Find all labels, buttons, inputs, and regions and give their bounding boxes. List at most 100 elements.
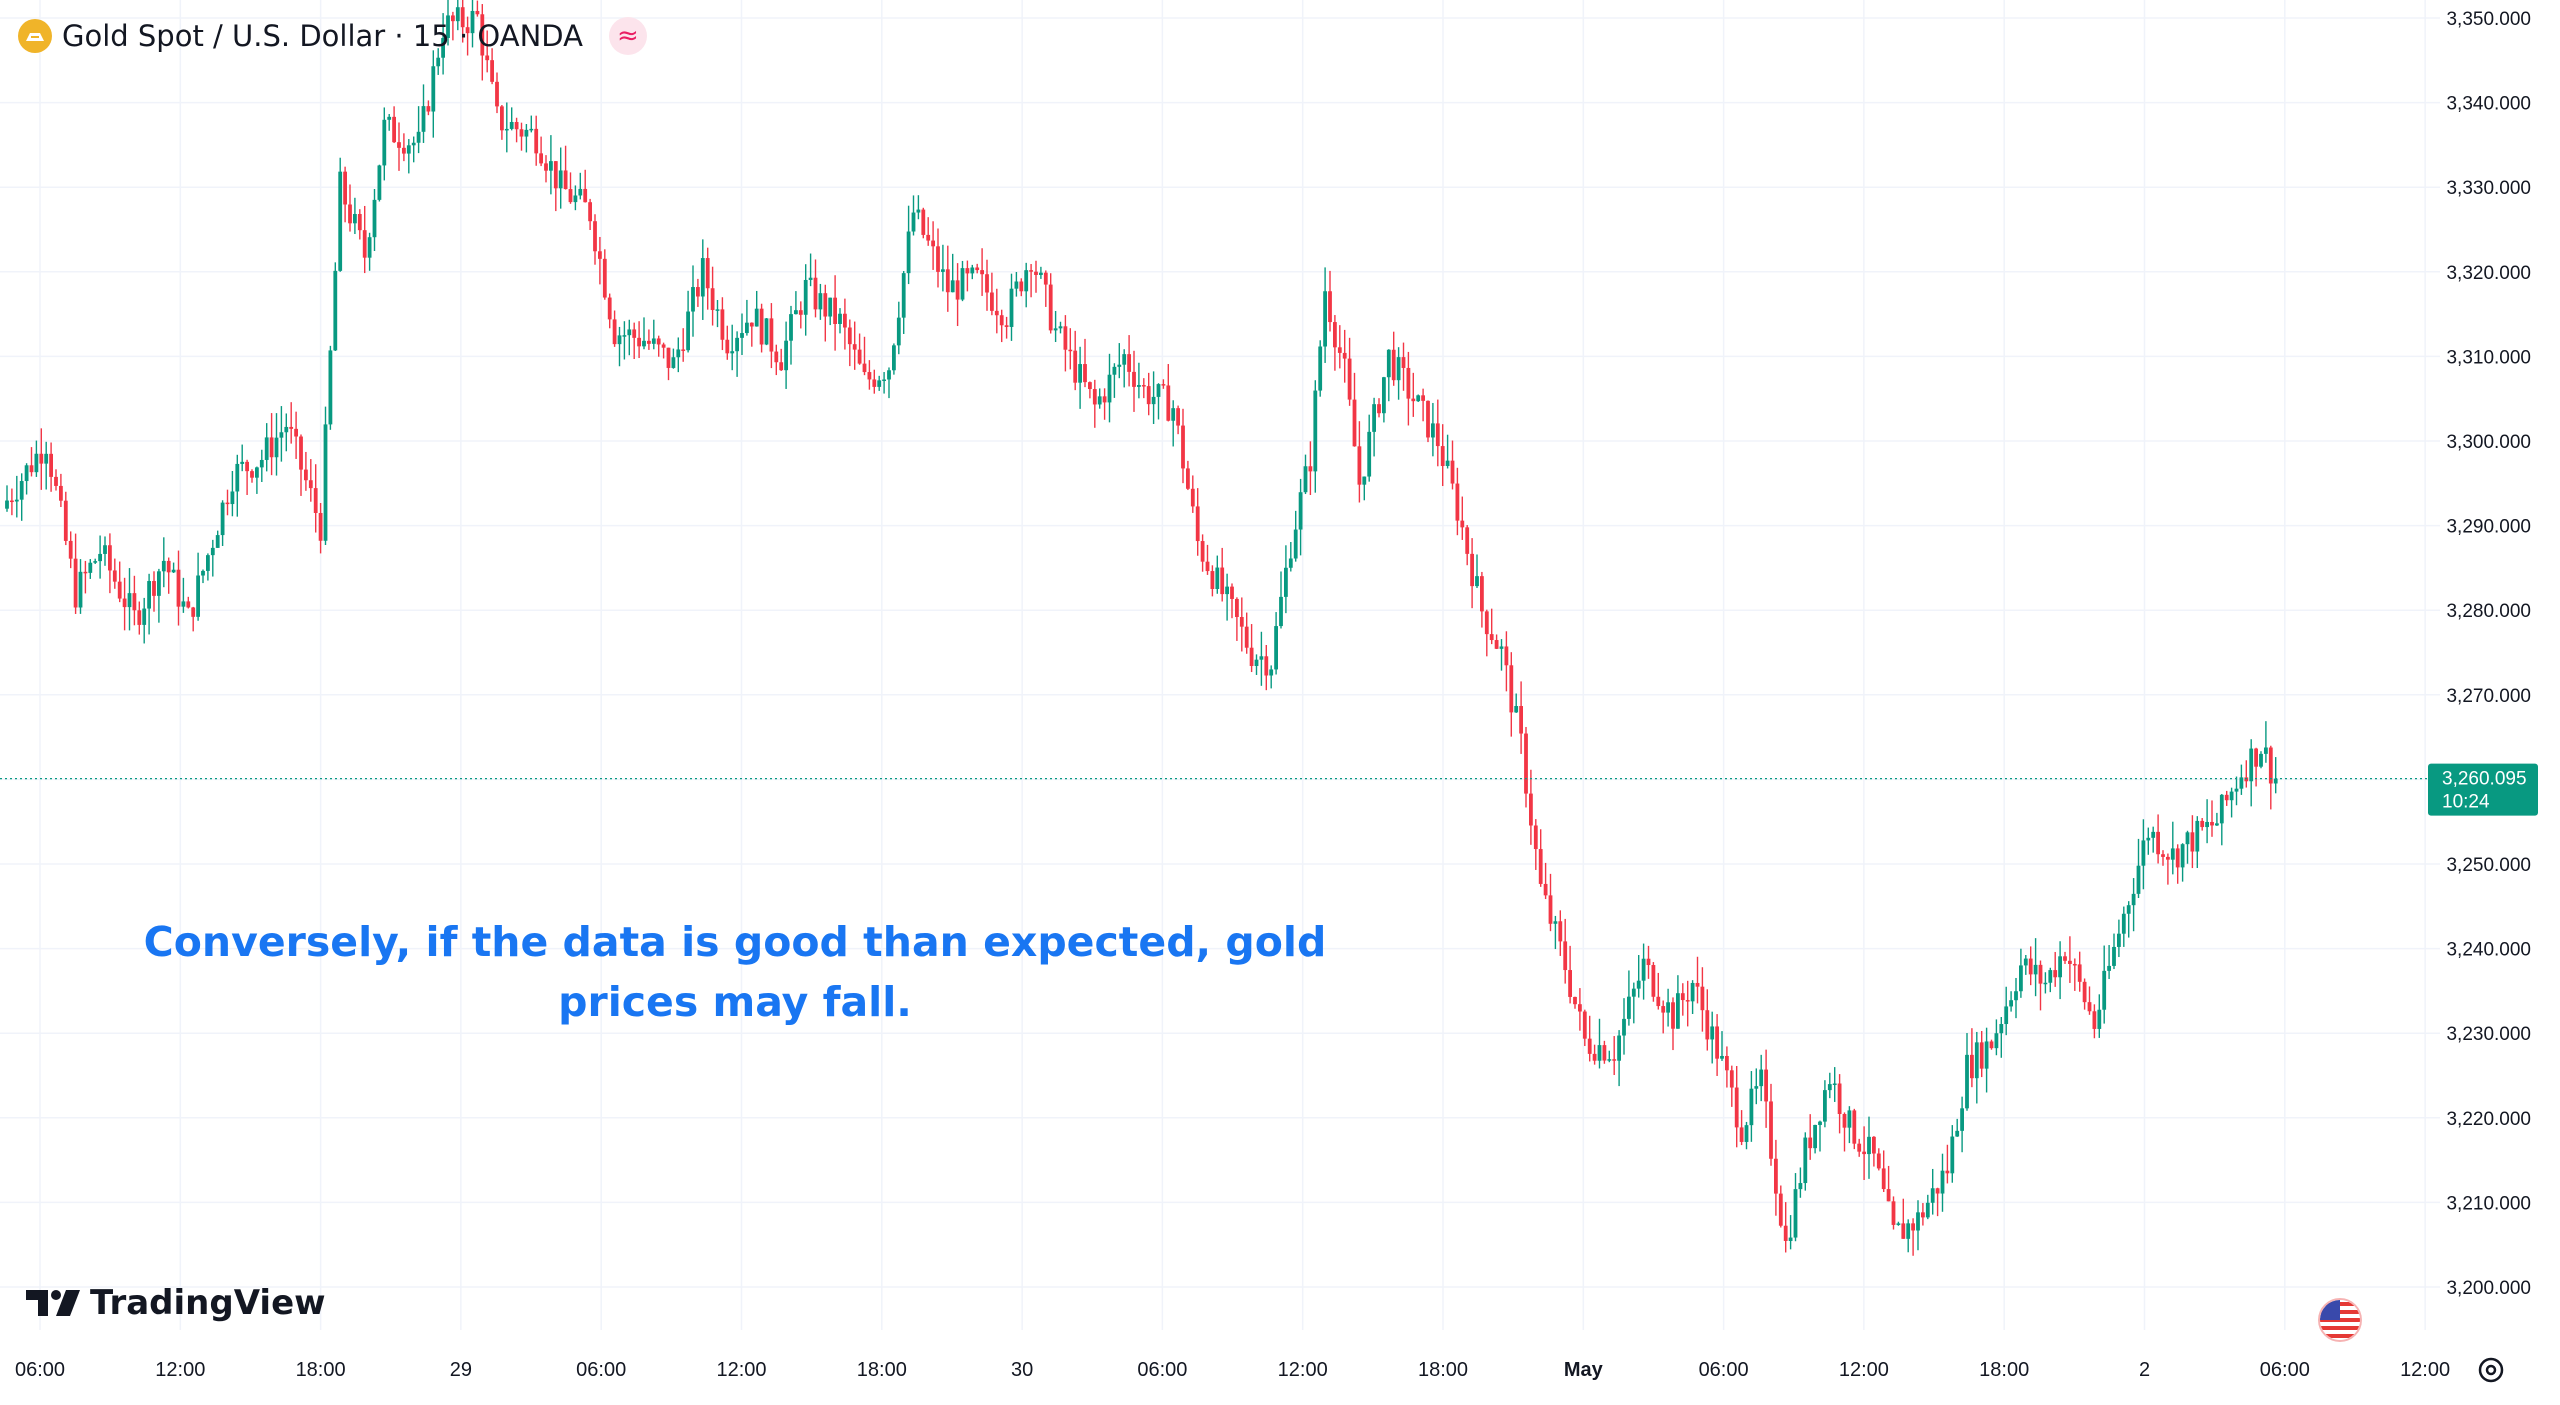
- candle: [186, 596, 191, 609]
- candle: [1901, 1198, 1906, 1239]
- candle: [2014, 977, 2018, 1019]
- candle: [990, 272, 994, 316]
- symbol-header[interactable]: Gold Spot / U.S. Dollar · 15 · OANDA ≈: [18, 14, 647, 58]
- candle-body: [2033, 964, 2038, 975]
- candle-body: [1367, 431, 1372, 477]
- candle-body: [1352, 399, 1357, 447]
- candle: [269, 413, 274, 476]
- wave-approx-icon[interactable]: ≈: [608, 17, 647, 55]
- candle: [1445, 434, 1450, 469]
- candle: [833, 275, 837, 351]
- us-flag-icon[interactable]: [2318, 1298, 2362, 1342]
- candle-body: [1470, 553, 1474, 587]
- candle-body: [906, 231, 911, 274]
- candle-body: [299, 436, 303, 470]
- candle: [1984, 1027, 1989, 1093]
- candle: [764, 317, 769, 346]
- candle: [994, 288, 999, 334]
- candle-body: [1426, 400, 1430, 438]
- candle: [1734, 1065, 1739, 1148]
- candle: [720, 297, 725, 351]
- candle: [313, 464, 318, 533]
- candle-body: [1112, 366, 1117, 375]
- candle-body: [1901, 1223, 1906, 1239]
- candle: [1578, 988, 1582, 1031]
- candle: [235, 454, 240, 517]
- candle-body: [544, 163, 548, 171]
- candle-body: [2215, 823, 2219, 826]
- candle-body: [1916, 1212, 1920, 1231]
- candle-body: [455, 7, 460, 22]
- candle: [1695, 956, 1700, 1004]
- candle-body: [1450, 460, 1455, 484]
- candle: [2219, 794, 2224, 846]
- candle: [279, 406, 284, 462]
- candle: [1974, 1031, 1979, 1104]
- candle-body: [1235, 598, 1239, 618]
- candle: [328, 345, 333, 430]
- candle: [1548, 873, 1553, 932]
- candle: [1872, 1136, 1876, 1167]
- candle: [1803, 1132, 1808, 1191]
- candle: [1538, 829, 1543, 887]
- chart-settings-icon[interactable]: [2474, 1353, 2508, 1387]
- candle-body: [490, 60, 494, 82]
- candle-body: [1372, 404, 1376, 432]
- candle-body: [377, 165, 382, 200]
- candle: [1837, 1074, 1842, 1134]
- candle-body: [1127, 354, 1131, 372]
- candle: [1558, 910, 1563, 956]
- candle-body: [1876, 1153, 1881, 1169]
- candle: [1264, 644, 1269, 691]
- annotation-line-2: prices may fall.: [558, 978, 912, 1026]
- candle-body: [416, 131, 421, 143]
- candle: [1048, 273, 1053, 334]
- candle-body: [1847, 1110, 1852, 1128]
- candle: [2254, 747, 2258, 787]
- candle-body: [485, 55, 490, 61]
- candle-body: [127, 593, 132, 608]
- candle: [887, 367, 891, 399]
- candle: [955, 263, 960, 327]
- candle-body: [598, 251, 602, 259]
- candle: [54, 469, 58, 491]
- candle: [1259, 631, 1264, 686]
- candle-body: [2053, 970, 2058, 978]
- candle: [2126, 901, 2131, 938]
- candle-body: [2028, 958, 2033, 975]
- candle-body: [1146, 386, 1151, 405]
- candle: [563, 145, 568, 190]
- candle-body: [1925, 1202, 1930, 1218]
- y-tick-label: 3,340.000: [2446, 94, 2531, 115]
- candle: [828, 297, 833, 326]
- candle-body: [534, 128, 539, 154]
- candle-body: [269, 437, 274, 458]
- candle: [1092, 379, 1097, 428]
- candle: [1690, 980, 1695, 1014]
- symbol-title[interactable]: Gold Spot / U.S. Dollar · 15 · OANDA: [62, 19, 583, 53]
- candle: [921, 207, 926, 239]
- candle-body: [2092, 1011, 2097, 1029]
- candle: [1612, 1036, 1617, 1076]
- candle-body: [29, 465, 34, 473]
- candle: [465, 16, 470, 56]
- candle-body: [284, 426, 289, 433]
- candle: [1891, 1196, 1896, 1230]
- candle-body: [1249, 647, 1254, 666]
- candle: [1274, 612, 1278, 675]
- x-tick-label: 12:00: [1839, 1359, 1889, 1381]
- candle: [725, 325, 730, 360]
- candle-body: [225, 502, 230, 505]
- candle-body: [818, 293, 823, 310]
- candle-body: [1431, 423, 1435, 438]
- y-tick-label: 3,200.000: [2446, 1278, 2531, 1299]
- candle: [1367, 414, 1372, 482]
- tradingview-logo[interactable]: TradingView: [26, 1283, 326, 1323]
- candle-body: [1039, 272, 1043, 275]
- candle-body: [1205, 561, 1210, 572]
- candle: [152, 571, 156, 612]
- candle: [2097, 994, 2102, 1038]
- candle: [534, 115, 539, 166]
